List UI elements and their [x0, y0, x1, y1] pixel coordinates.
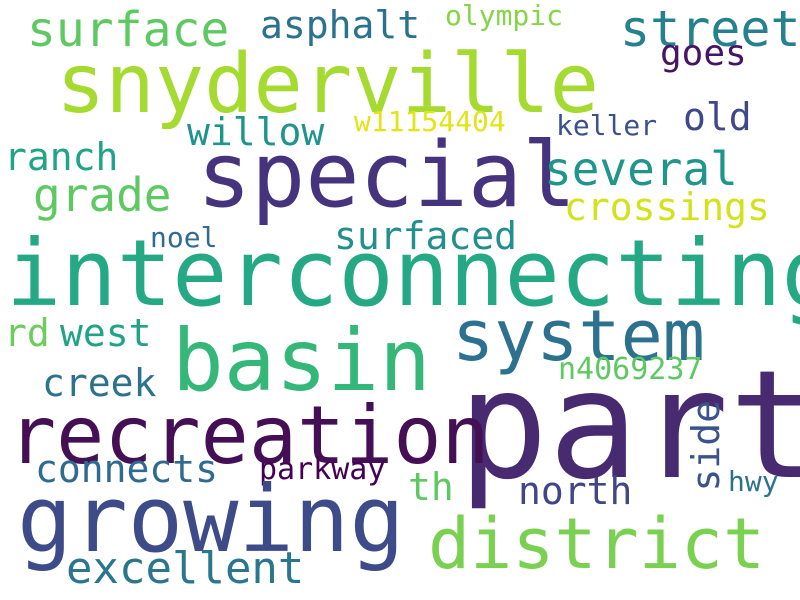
word-crossings: crossings [564, 185, 770, 229]
word-hwy: hwy [728, 465, 779, 498]
word-willow: willow [187, 110, 325, 154]
word-noel: noel [150, 221, 218, 254]
word-parkway: parkway [259, 452, 386, 487]
word-side: side [684, 400, 728, 492]
word-district: district [428, 503, 766, 585]
word-th: th [408, 465, 454, 509]
word-system: system [452, 295, 705, 377]
word-grade: grade [33, 168, 172, 222]
word-growing: growing [17, 466, 405, 573]
word-asphalt: asphalt [260, 3, 421, 47]
word-basin: basin [172, 311, 431, 411]
word-excellent: excellent [66, 543, 305, 594]
word-snyderville: snyderville [56, 37, 600, 132]
word-old: old [683, 95, 752, 139]
word-north: north [518, 469, 633, 513]
word-part: part [458, 339, 800, 513]
word-several: several [544, 142, 738, 196]
word-surfaced: surfaced [334, 214, 518, 258]
word-connects: connects [35, 447, 219, 491]
word-recreation: recreation [8, 389, 490, 482]
word-olympic: olympic [445, 0, 564, 32]
word-ranch: ranch [4, 135, 119, 179]
word-creek: creek [42, 361, 157, 405]
word-keller: keller [556, 109, 658, 142]
word-special: special [197, 123, 577, 228]
word-rd: rd [4, 311, 50, 355]
word-w11154404: w11154404 [354, 105, 506, 138]
word-n4069237: n4069237 [558, 352, 703, 387]
word-interconnecting: interconnecting [6, 220, 800, 327]
word-west: west [60, 311, 152, 355]
word-goes: goes [660, 33, 747, 74]
word-street: street [620, 0, 800, 58]
word-surface: surface [27, 2, 230, 58]
